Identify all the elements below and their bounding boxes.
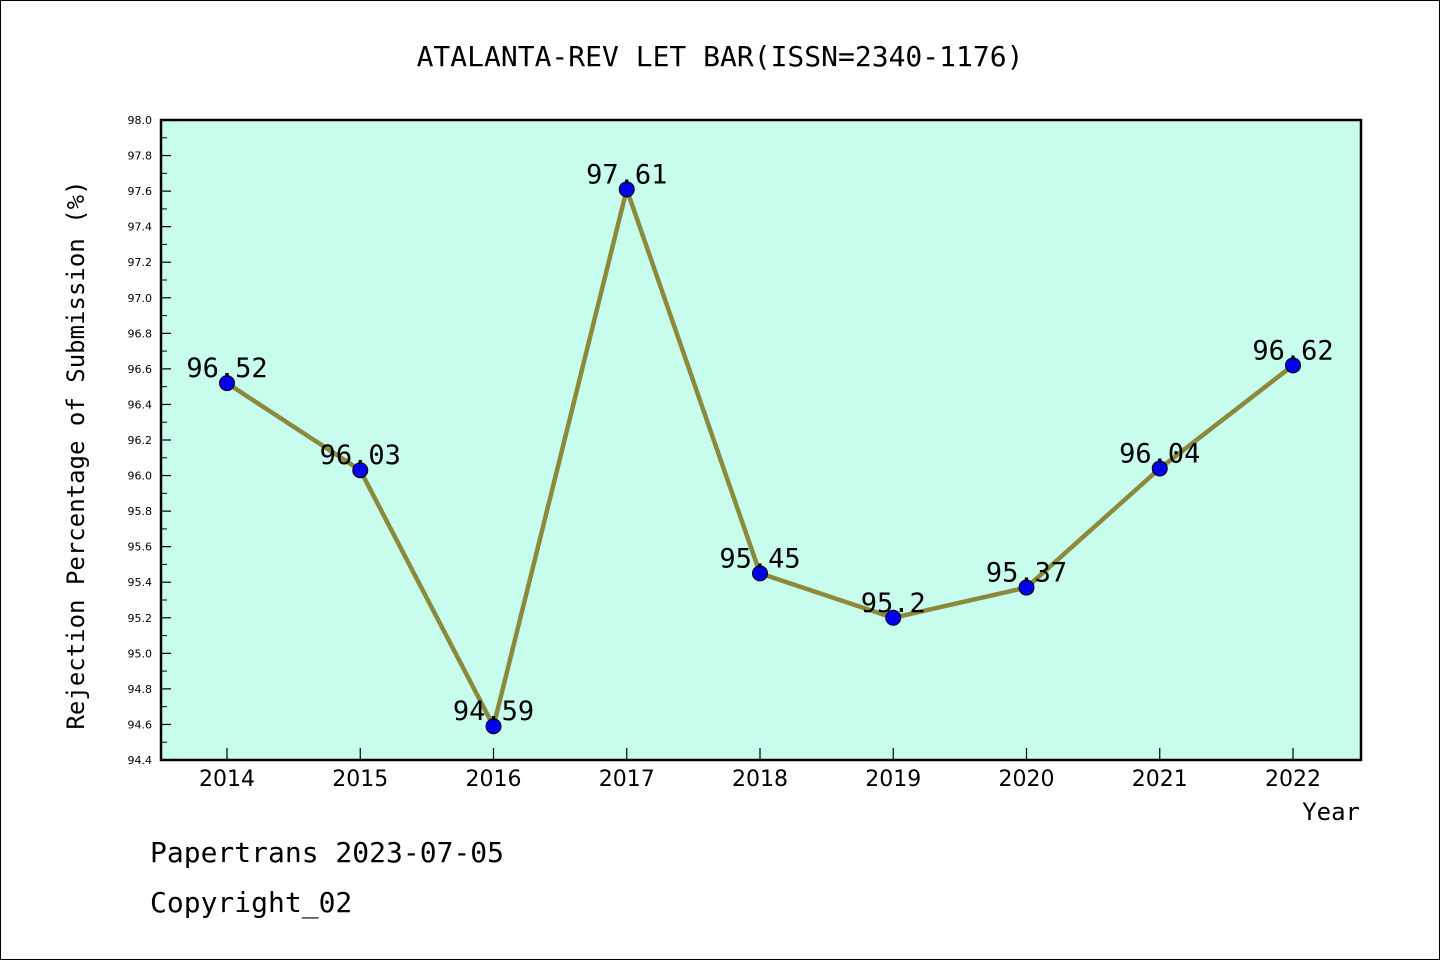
x-tick-label: 2020 — [999, 767, 1055, 792]
footer-date-line: Papertrans 2023-07-05 — [150, 836, 505, 869]
plot-area — [161, 120, 1361, 760]
x-tick-label: 2018 — [732, 767, 788, 792]
y-tick-label: 97.4 — [128, 221, 153, 234]
y-tick-label: 95.8 — [128, 505, 153, 518]
y-tick-label: 95.2 — [128, 612, 153, 625]
x-axis-label: Year — [1302, 798, 1360, 826]
x-tick-label: 2021 — [1132, 767, 1188, 792]
data-label: 95.45 — [719, 543, 800, 574]
data-point — [1285, 357, 1301, 374]
y-tick-label: 96.4 — [128, 398, 153, 411]
y-tick-label: 95.0 — [128, 647, 153, 660]
data-label: 97.61 — [586, 159, 667, 190]
data-point — [618, 181, 635, 198]
y-tick-label: 97.0 — [128, 292, 153, 305]
x-tick-label: 2014 — [199, 767, 255, 792]
data-point — [352, 462, 369, 479]
data-point — [752, 565, 768, 582]
data-label: 96.03 — [320, 440, 401, 471]
footer-copyright-line: Copyright_02 — [150, 886, 353, 919]
x-tick-label: 2019 — [865, 767, 921, 792]
data-label: 94.59 — [453, 696, 534, 727]
data-label: 96.52 — [186, 353, 267, 384]
y-tick-label: 95.6 — [128, 541, 153, 554]
y-tick-label: 94.6 — [128, 718, 153, 731]
y-tick-label: 95.4 — [128, 576, 153, 589]
x-tick-label: 2016 — [466, 767, 522, 792]
y-tick-label: 97.6 — [128, 185, 153, 198]
data-point — [485, 718, 502, 735]
x-tick-label: 2022 — [1265, 767, 1321, 792]
y-tick-label: 97.2 — [128, 256, 153, 269]
x-tick-label: 2017 — [599, 767, 655, 792]
data-point — [1018, 579, 1035, 596]
data-label: 96.04 — [1119, 438, 1200, 469]
plot-border — [159, 118, 1363, 762]
y-tick-label: 98.0 — [128, 114, 153, 127]
y-tick-label: 96.6 — [128, 363, 153, 376]
x-tick-label: 2015 — [332, 767, 388, 792]
y-tick-label: 96.2 — [128, 434, 153, 447]
y-tick-label: 96.0 — [128, 470, 153, 483]
data-point — [1151, 460, 1168, 477]
data-label: 95.37 — [986, 558, 1067, 589]
data-label: 95.2 — [861, 588, 926, 619]
y-axis-label: Rejection Percentage of Submission (%) — [62, 180, 90, 729]
chart-title: ATALANTA-REV LET BAR(ISSN=2340-1176) — [417, 40, 1024, 73]
y-tick-label: 97.8 — [128, 150, 153, 163]
y-tick-label: 94.8 — [128, 683, 153, 696]
data-point — [219, 375, 235, 392]
y-tick-label: 94.4 — [128, 754, 153, 767]
data-label: 96.62 — [1252, 335, 1333, 366]
data-point — [885, 609, 902, 626]
y-tick-label: 96.8 — [128, 327, 153, 340]
